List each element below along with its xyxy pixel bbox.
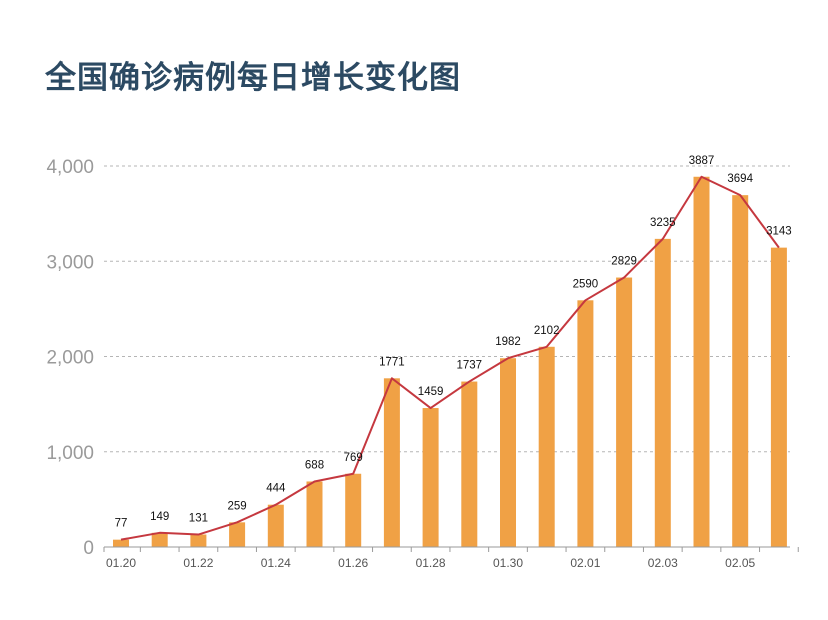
data-labels: 77 149 131 259 444 688 769 1771 1459 1737 1982 2102… (115, 155, 792, 530)
x-tick-label: 01.28 (416, 556, 446, 570)
data-label: 149 (150, 511, 169, 523)
x-axis: 01.20 01.22 01.24 01.26 01.28 01.30 02.01 02.03… (103, 546, 799, 570)
data-label: 3143 (766, 226, 792, 238)
data-label: 1771 (379, 356, 405, 368)
bar (229, 522, 246, 547)
trend-line (120, 175, 780, 541)
bar (345, 473, 362, 547)
y-tick-label: 4,000 (46, 157, 94, 178)
bar (654, 238, 671, 547)
bar (461, 381, 478, 547)
y-tick-label: 1,000 (46, 443, 94, 464)
data-label: 3694 (727, 173, 753, 185)
data-label: 77 (115, 518, 128, 530)
data-label: 769 (344, 452, 363, 464)
data-label: 1459 (418, 386, 444, 398)
bar (151, 532, 168, 547)
data-label: 444 (266, 483, 286, 495)
bar (383, 378, 400, 547)
bar (422, 408, 439, 547)
x-tick-label: 01.20 (106, 556, 136, 570)
data-label: 1982 (495, 336, 521, 348)
data-label: 3887 (689, 155, 715, 167)
y-tick-label: 0 (83, 538, 94, 559)
bar (538, 346, 555, 547)
x-tick-label: 01.26 (338, 556, 368, 570)
data-label: 131 (189, 513, 208, 525)
x-tick-label: 01.30 (493, 556, 523, 570)
bar (732, 195, 749, 548)
trend-line-path (120, 175, 780, 541)
bar (267, 504, 284, 547)
data-label: 2590 (573, 278, 599, 290)
bar (770, 247, 787, 547)
y-axis: 0 1,000 2,000 3,000 4,000 (46, 157, 94, 559)
y-tick-label: 2,000 (46, 348, 94, 369)
x-tick-label: 02.03 (648, 556, 678, 570)
x-tick-label: 01.24 (261, 556, 291, 570)
bar (616, 277, 633, 547)
data-label: 2829 (611, 256, 637, 268)
bar (577, 300, 594, 547)
bar (306, 481, 323, 547)
data-label: 2102 (534, 325, 560, 337)
x-tick-label: 02.05 (725, 556, 755, 570)
data-label: 688 (305, 459, 324, 471)
y-tick-label: 3,000 (46, 252, 94, 273)
gridlines (104, 165, 790, 453)
bars (113, 176, 787, 548)
x-tick-label: 02.01 (570, 556, 600, 570)
x-tick-label: 01.22 (183, 556, 213, 570)
chart-title: 全国确诊病例每日增长变化图 (45, 60, 461, 96)
data-label: 259 (228, 500, 247, 512)
bar (190, 534, 207, 547)
bar (693, 176, 710, 547)
data-label: 1737 (457, 360, 483, 372)
bar (500, 358, 516, 547)
bar (113, 539, 129, 547)
data-label: 3235 (650, 217, 676, 229)
